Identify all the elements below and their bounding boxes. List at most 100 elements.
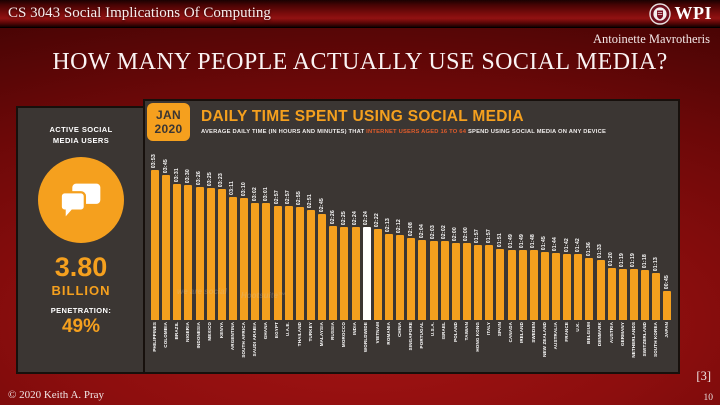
bar bbox=[596, 260, 605, 320]
copyright-text: © 2020 Keith A. Pray bbox=[8, 389, 105, 401]
bar-column: 02:24 bbox=[351, 139, 360, 320]
bar bbox=[184, 185, 193, 320]
bar-value-label: 01:51 bbox=[496, 232, 503, 247]
bar bbox=[228, 197, 237, 320]
bar bbox=[362, 227, 371, 320]
bar-category-label: PORTUGAL bbox=[419, 322, 425, 349]
bar-category-label: THAILAND bbox=[296, 322, 302, 347]
wpi-seal-icon bbox=[648, 2, 671, 25]
chat-bubbles-icon bbox=[38, 156, 124, 243]
bar-column: 01:44 bbox=[552, 139, 561, 320]
bar-column: 01:49 bbox=[507, 139, 516, 320]
wpi-logo: WPI bbox=[648, 2, 720, 25]
bar-category-label: HONG KONG bbox=[474, 322, 480, 352]
page-title: HOW MANY PEOPLE ACTUALLY USE SOCIAL MEDI… bbox=[52, 49, 668, 75]
bar-category-label: POLAND bbox=[452, 322, 458, 342]
bar-value-label: 02:24 bbox=[351, 210, 358, 225]
bar-category-label: AUSTRALIA bbox=[552, 322, 558, 350]
bar bbox=[451, 243, 460, 320]
bar bbox=[295, 207, 304, 320]
bar-column: 00:45 bbox=[663, 139, 672, 320]
bar bbox=[217, 189, 226, 320]
bar bbox=[384, 234, 393, 320]
bar bbox=[195, 187, 204, 320]
category-labels-row: PHILIPPINES COLOMBIA BRAZIL NIGERIA INDONESI… bbox=[151, 322, 672, 370]
bar-value-label: 01:33 bbox=[597, 243, 604, 258]
bar bbox=[663, 291, 672, 320]
bar-value-label: 03:45 bbox=[162, 158, 169, 173]
bar bbox=[518, 250, 527, 320]
bar-category-label: BRAZIL bbox=[174, 322, 180, 340]
date-badge-year: 2020 bbox=[154, 122, 183, 136]
bar-value-label: 02:45 bbox=[318, 197, 325, 212]
bar-column: 02:51 bbox=[306, 139, 315, 320]
bar bbox=[485, 245, 494, 320]
bar-value-label: 03:23 bbox=[218, 172, 225, 187]
active-users-panel: ACTIVE SOCIAL MEDIA USERS 3.80 BILLION P… bbox=[18, 108, 144, 372]
bar-value-label: 02:02 bbox=[441, 224, 448, 239]
bar-column: 02:55 bbox=[295, 139, 304, 320]
bar-value-label: 02:51 bbox=[307, 193, 314, 208]
bar-column: 03:53 bbox=[151, 139, 159, 320]
bar-value-label: 02:13 bbox=[385, 217, 392, 232]
bar-value-label: 01:45 bbox=[541, 235, 548, 250]
bar-column: 03:30 bbox=[184, 139, 193, 320]
bar-category-label: CANADA bbox=[508, 322, 514, 343]
bar-value-label: 01:19 bbox=[619, 252, 626, 267]
bar-value-label: 02:24 bbox=[363, 210, 370, 225]
bar bbox=[329, 226, 338, 320]
bar bbox=[173, 184, 182, 320]
bar-value-label: 02:57 bbox=[273, 189, 280, 204]
bar bbox=[563, 254, 572, 320]
bar-category-label: PHILIPPINES bbox=[151, 322, 157, 352]
bar bbox=[496, 249, 505, 320]
bar-category-label: WORLDWIDE bbox=[363, 322, 369, 353]
bar-value-label: 01:13 bbox=[652, 256, 659, 271]
bar-column: 02:08 bbox=[407, 139, 416, 320]
bar-category-label: BELGIUM bbox=[586, 322, 592, 344]
bar-column: 02:26 bbox=[329, 139, 338, 320]
bar bbox=[630, 269, 639, 320]
bar-value-label: 02:03 bbox=[429, 224, 436, 239]
bar-column: 02:57 bbox=[273, 139, 282, 320]
bar bbox=[340, 227, 349, 320]
bar-column: 03:11 bbox=[228, 139, 237, 320]
bar-value-label: 03:31 bbox=[173, 167, 180, 182]
bar-column: 01:42 bbox=[563, 139, 572, 320]
bar-column: 01:45 bbox=[540, 139, 549, 320]
bar-column: 01:57 bbox=[474, 139, 483, 320]
active-users-unit: BILLION bbox=[51, 282, 111, 298]
bar bbox=[306, 210, 315, 320]
bar-value-label: 02:55 bbox=[296, 190, 303, 205]
bar-category-label: SWEDEN bbox=[530, 322, 536, 343]
page-number: 10 bbox=[703, 393, 714, 403]
bar bbox=[540, 252, 549, 320]
social-media-time-chart: JAN 2020 DAILY TIME SPENT USING SOCIAL M… bbox=[145, 101, 678, 372]
bar-value-label: 01:48 bbox=[530, 233, 537, 248]
bar-category-label: INDIA bbox=[352, 322, 358, 335]
penetration-label: PENETRATION: bbox=[50, 305, 112, 315]
we-are-social-watermark: we are social bbox=[177, 287, 227, 296]
bar-column: 02:02 bbox=[440, 139, 449, 320]
bar bbox=[585, 258, 594, 320]
bar-value-label: 03:11 bbox=[229, 181, 236, 195]
bar-value-label: 02:57 bbox=[285, 189, 292, 204]
bar bbox=[251, 203, 260, 320]
bar-value-label: 02:00 bbox=[452, 226, 459, 241]
bar-value-label: 01:36 bbox=[585, 241, 592, 256]
bar-column: 01:19 bbox=[618, 139, 627, 320]
bar-value-label: 02:22 bbox=[374, 212, 381, 227]
bar-column: 01:49 bbox=[518, 139, 527, 320]
bar-category-label: SINGAPORE bbox=[407, 322, 413, 351]
bar bbox=[162, 175, 171, 320]
bar-category-label: DENMARK bbox=[597, 322, 603, 347]
bar bbox=[507, 250, 516, 320]
hootsuite-watermark: Hootsuite™ bbox=[241, 291, 286, 300]
bar-column: 02:12 bbox=[396, 139, 405, 320]
bar-value-label: 02:25 bbox=[340, 210, 347, 225]
bar-value-label: 03:01 bbox=[262, 186, 269, 201]
bar-column: 02:03 bbox=[429, 139, 438, 320]
bar-category-label: SOUTH AFRICA bbox=[240, 322, 246, 358]
bar-value-label: 03:30 bbox=[184, 168, 191, 183]
bar-column: 01:18 bbox=[641, 139, 650, 320]
